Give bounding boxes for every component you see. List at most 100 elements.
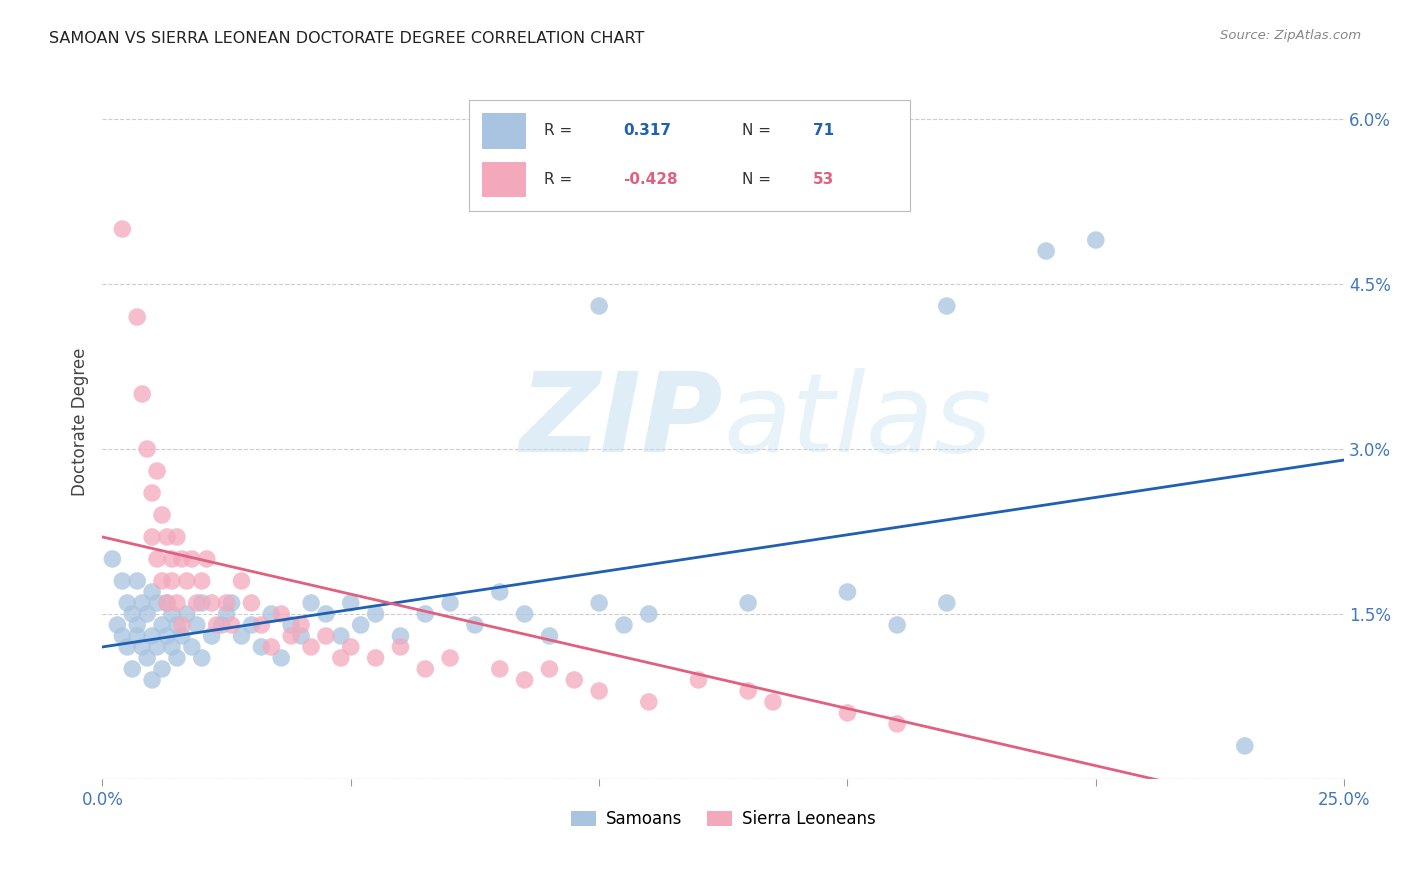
Point [413, 607, 436, 621]
Point [339, 640, 361, 654]
Point [127, 629, 149, 643]
Point [280, 629, 302, 643]
Point [141, 673, 163, 687]
Point [637, 695, 659, 709]
Point [211, 618, 233, 632]
Point [837, 585, 859, 599]
Point [299, 596, 322, 610]
Point [160, 640, 183, 654]
Point [221, 596, 243, 610]
Point [166, 618, 188, 632]
Legend: Samoans, Sierra Leoneans: Samoans, Sierra Leoneans [564, 804, 883, 835]
Point [688, 673, 710, 687]
Point [737, 596, 759, 610]
Point [160, 607, 183, 621]
Point [538, 629, 561, 643]
Point [166, 651, 188, 665]
Point [270, 651, 292, 665]
Point [111, 574, 134, 588]
Point [1233, 739, 1256, 753]
Point [350, 618, 373, 632]
Point [588, 299, 610, 313]
Point [121, 662, 143, 676]
Point [131, 387, 153, 401]
Point [1084, 233, 1107, 247]
Point [141, 530, 163, 544]
Point [886, 717, 908, 731]
Point [146, 464, 169, 478]
Point [156, 596, 179, 610]
Point [299, 640, 322, 654]
Point [762, 695, 785, 709]
Point [176, 607, 198, 621]
Point [141, 486, 163, 500]
Point [464, 618, 486, 632]
Point [146, 552, 169, 566]
Y-axis label: Doctorate Degree: Doctorate Degree [72, 347, 89, 496]
Point [513, 673, 536, 687]
Point [588, 596, 610, 610]
Point [837, 706, 859, 720]
Point [160, 552, 183, 566]
Point [250, 618, 273, 632]
Point [637, 607, 659, 621]
Point [146, 596, 169, 610]
Point [176, 574, 198, 588]
Point [439, 651, 461, 665]
Point [737, 684, 759, 698]
Point [101, 552, 124, 566]
Point [127, 618, 149, 632]
Point [180, 552, 202, 566]
Point [105, 618, 128, 632]
Point [935, 596, 957, 610]
Point [146, 640, 169, 654]
Point [191, 574, 214, 588]
Point [215, 607, 238, 621]
Point [315, 607, 337, 621]
Point [221, 618, 243, 632]
Point [186, 618, 208, 632]
Point [136, 607, 159, 621]
Point [240, 618, 263, 632]
Point [364, 607, 387, 621]
Point [488, 662, 510, 676]
Point [231, 629, 253, 643]
Point [588, 684, 610, 698]
Point [613, 618, 636, 632]
Point [240, 596, 263, 610]
Point [150, 662, 173, 676]
Point [260, 607, 283, 621]
Point [111, 629, 134, 643]
Point [117, 596, 139, 610]
Point [111, 222, 134, 236]
Text: atlas: atlas [723, 368, 991, 475]
Point [186, 596, 208, 610]
Point [538, 662, 561, 676]
Point [935, 299, 957, 313]
Point [131, 596, 153, 610]
Point [117, 640, 139, 654]
Point [364, 651, 387, 665]
Point [131, 640, 153, 654]
Point [389, 629, 412, 643]
Text: ZIP: ZIP [520, 368, 723, 475]
Point [121, 607, 143, 621]
Point [201, 629, 224, 643]
Point [160, 574, 183, 588]
Point [329, 629, 352, 643]
Point [191, 651, 214, 665]
Point [170, 618, 193, 632]
Point [170, 552, 193, 566]
Point [290, 629, 312, 643]
Point [201, 596, 224, 610]
Point [513, 607, 536, 621]
Point [1035, 244, 1057, 258]
Point [488, 585, 510, 599]
Point [170, 629, 193, 643]
Point [180, 640, 202, 654]
Point [205, 618, 228, 632]
Point [315, 629, 337, 643]
Point [191, 596, 214, 610]
Point [127, 574, 149, 588]
Point [280, 618, 302, 632]
